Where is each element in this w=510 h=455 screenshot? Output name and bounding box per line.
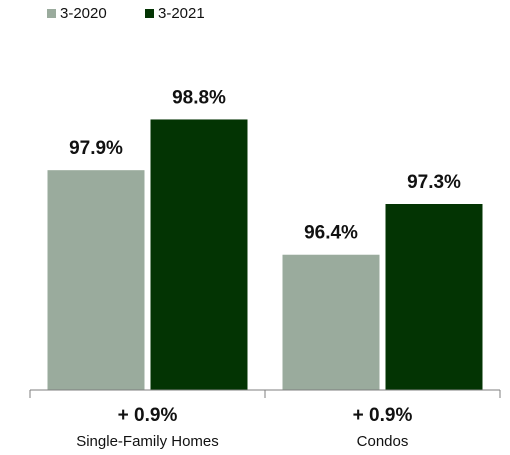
change-label-0: + 0.9% [118,405,178,426]
x-axis-ticks [29,390,501,398]
category-label-1: Condos [357,433,409,450]
bar-0-0 [47,170,145,390]
data-labels: 97.9% 98.8% 96.4% 97.3% [69,87,461,243]
data-label-0-0: 97.9% [69,138,123,159]
legend: 3-2020 3-2021 [47,5,205,22]
bars [47,119,483,391]
bar-1-0 [282,254,380,390]
bar-0-1 [150,119,248,391]
data-label-1-0: 96.4% [304,223,358,244]
change-label-1: + 0.9% [353,405,413,426]
legend-swatch-0 [47,9,56,18]
legend-label-0: 3-2020 [60,5,107,22]
bar-1-1 [385,204,483,390]
category-label-0: Single-Family Homes [76,433,219,450]
category-labels: + 0.9% Single-Family Homes + 0.9% Condos [76,405,412,450]
legend-swatch-1 [145,9,154,18]
legend-label-1: 3-2021 [158,5,205,22]
data-label-1-1: 97.3% [407,172,461,193]
data-label-0-1: 98.8% [172,87,226,108]
